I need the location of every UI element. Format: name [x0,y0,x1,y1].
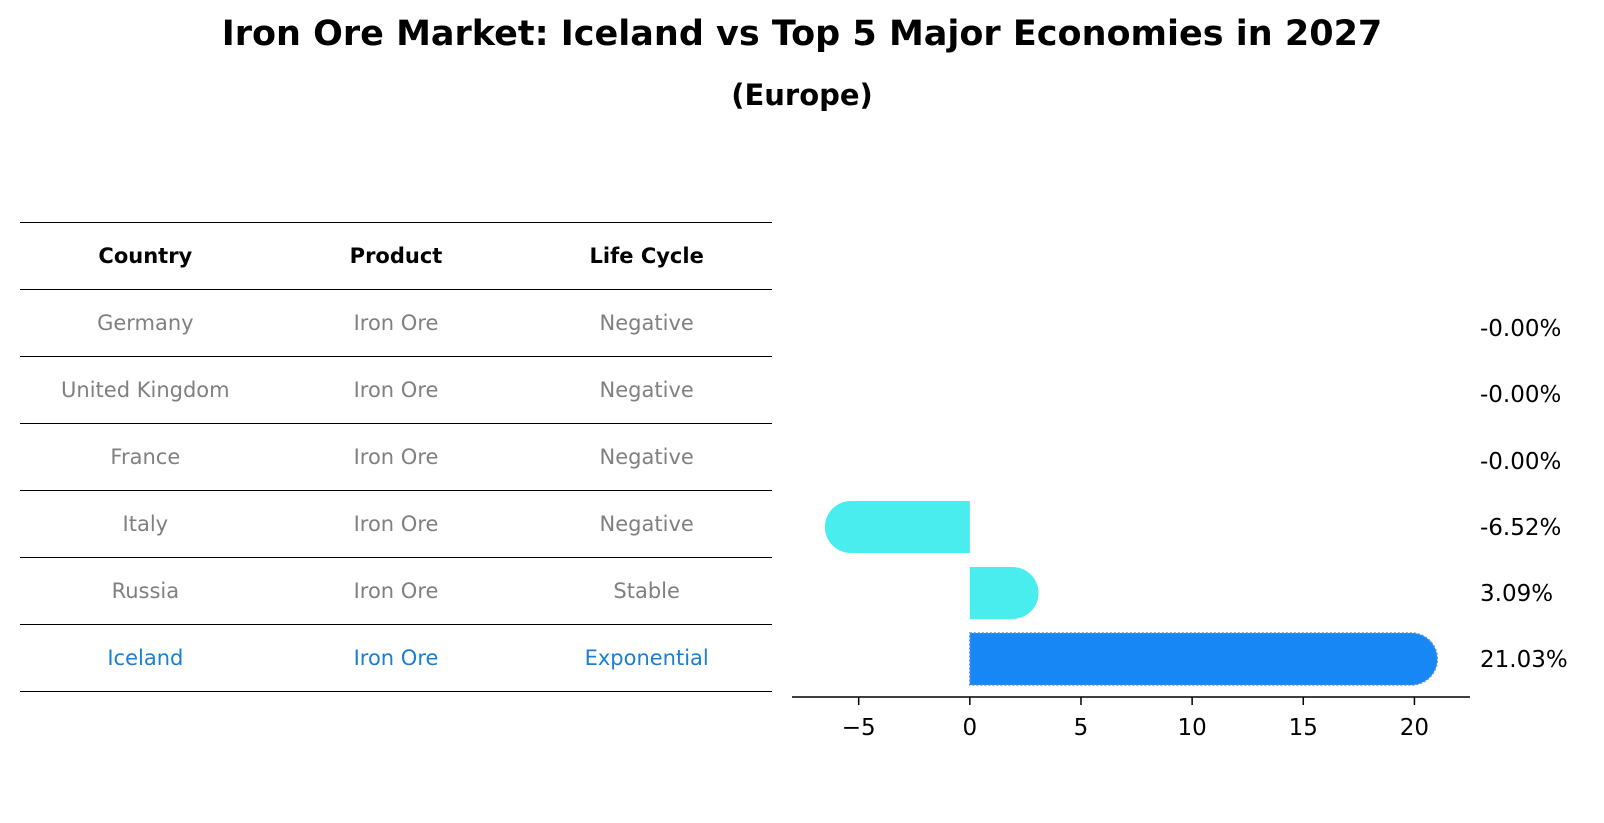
cell-life-cycle: Negative [599,512,694,536]
value-label: -0.00% [1480,382,1561,408]
bar-highlight [969,632,1439,686]
table-row-highlight: Iceland Iron Ore Exponential [20,625,772,692]
cell-product: Iron Ore [353,378,439,402]
x-tick-label: 5 [1074,715,1089,741]
x-tick-label: 10 [1177,715,1206,741]
cell-life-cycle: Negative [599,311,694,335]
cell-life-cycle: Stable [613,579,680,603]
x-tick-label: 20 [1400,715,1429,741]
cell-product: Iron Ore [353,311,439,335]
table-row: Italy Iron Ore Negative [20,491,772,558]
table-row: United Kingdom Iron Ore Negative [20,357,772,424]
cell-country: Russia [111,579,180,603]
value-label: -6.52% [1480,515,1561,541]
value-label: -0.00% [1480,449,1561,475]
cell-country: France [110,445,181,469]
chart-subtitle: (Europe) [731,78,873,112]
header-life-cycle: Life Cycle [589,244,704,268]
cell-life-cycle: Negative [599,445,694,469]
header-product: Product [349,244,443,268]
cell-life-cycle: Negative [599,378,694,402]
bar [969,567,1039,619]
cell-product: Iron Ore [353,579,439,603]
table-row: France Iron Ore Negative [20,424,772,491]
cell-product: Iron Ore [353,646,439,670]
value-label: 21.03% [1480,647,1568,673]
cell-product: Iron Ore [353,512,439,536]
value-label: -0.00% [1480,316,1561,342]
cell-country: Italy [122,512,169,536]
chart-title: Iron Ore Market: Iceland vs Top 5 Major … [221,14,1383,54]
cell-product: Iron Ore [353,445,439,469]
x-tick-label: 0 [963,715,978,741]
table-header-row: Country Product Life Cycle [20,223,772,290]
cell-country: Iceland [107,646,184,670]
x-tick-label: −5 [842,715,876,741]
x-tick-label: 15 [1289,715,1318,741]
table-row: Germany Iron Ore Negative [20,290,772,357]
data-table: Country Product Life Cycle Germany Iron … [20,222,772,692]
value-label: 3.09% [1480,581,1553,607]
cell-country: Germany [97,311,194,335]
cell-life-cycle: Exponential [584,646,709,670]
table-row: Russia Iron Ore Stable [20,558,772,625]
header-country: Country [98,244,193,268]
bar [824,501,970,553]
cell-country: United Kingdom [61,378,230,402]
